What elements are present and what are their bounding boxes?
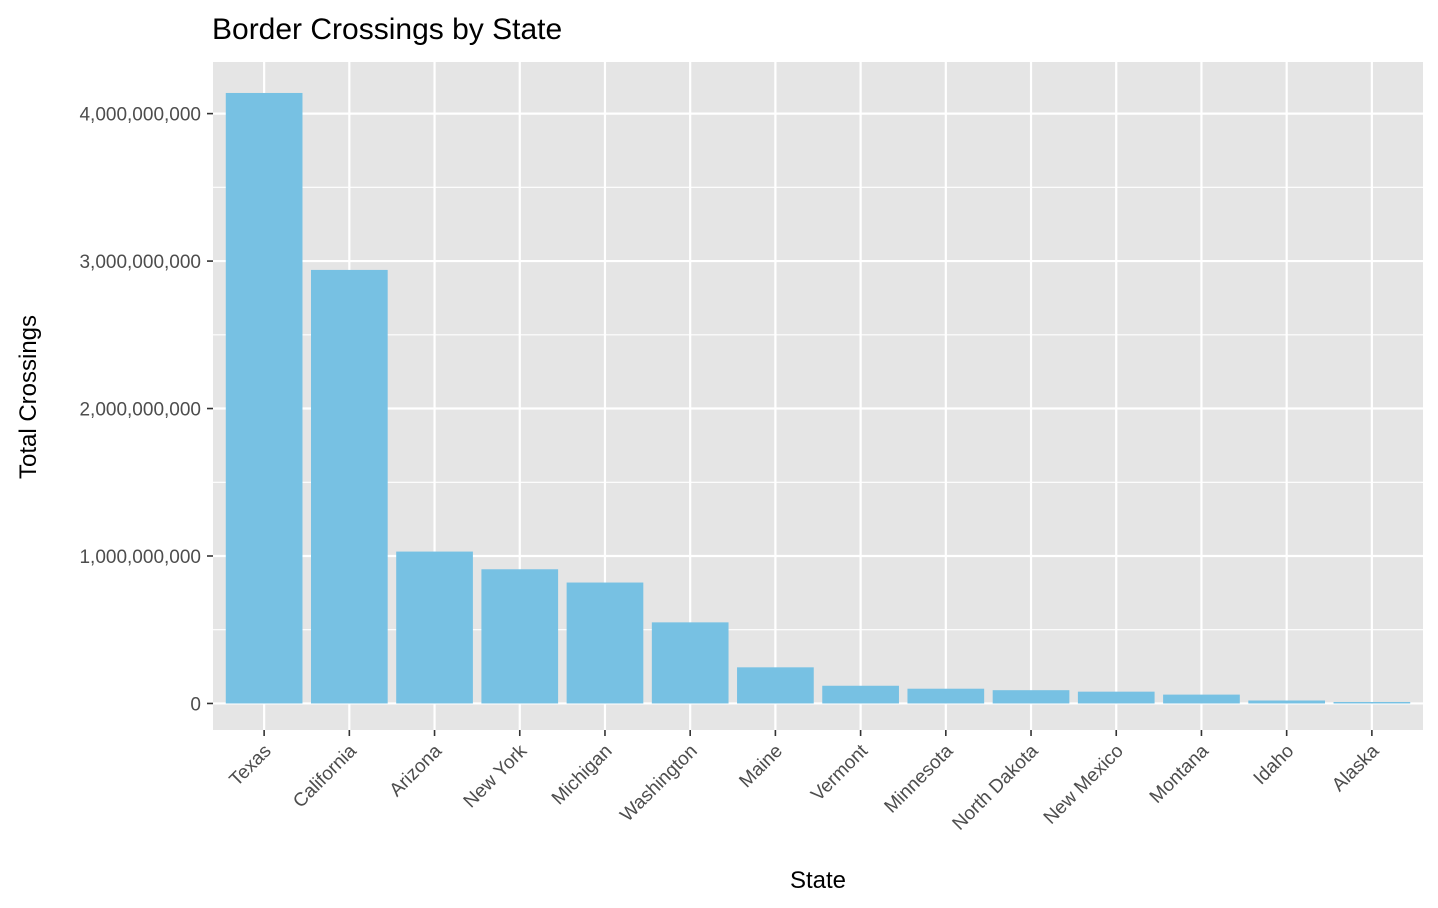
x-tick-label: Minnesota — [881, 740, 958, 817]
chart-title: Border Crossings by State — [212, 13, 562, 46]
x-tick-label: Arizona — [386, 740, 447, 801]
bar-michigan — [566, 582, 644, 704]
x-tick-label: California — [289, 740, 361, 812]
x-tick-label: North Dakota — [949, 740, 1043, 834]
x-tick-label: Vermont — [807, 740, 872, 805]
y-tick-label: 1,000,000,000 — [79, 547, 201, 568]
bar-minnesota — [907, 688, 985, 704]
x-axis-title: State — [790, 867, 846, 894]
bar-arizona — [396, 551, 473, 704]
bar-texas — [225, 92, 303, 704]
x-tick-label: Idaho — [1250, 741, 1298, 789]
x-tick-label: Washington — [616, 741, 701, 826]
x-tick-label: Texas — [226, 741, 276, 791]
x-tick-label: Alaska — [1328, 740, 1383, 795]
y-tick-label: 2,000,000,000 — [79, 400, 201, 421]
y-tick-label: 3,000,000,000 — [79, 252, 201, 273]
y-axis: 0 1,000,000,000 2,000,000,000 3,000,000,000… — [79, 105, 213, 715]
x-axis: Texas California Arizona New York Michigan Wa… — [226, 730, 1384, 835]
x-tick-label: Montana — [1146, 740, 1213, 807]
bar-maine — [737, 667, 814, 704]
y-tick-label: 0 — [190, 694, 201, 715]
x-tick-label: Michigan — [548, 741, 617, 810]
x-tick-label: New York — [460, 740, 532, 812]
bar-alaska — [1333, 701, 1411, 704]
y-axis-title: Total Crossings — [15, 315, 42, 479]
x-tick-label: Maine — [735, 741, 786, 792]
bar-california — [310, 269, 388, 704]
bar-washington — [651, 622, 729, 704]
bar-idaho — [1248, 700, 1326, 704]
x-tick-label: New Mexico — [1040, 741, 1128, 829]
bar-montana — [1163, 694, 1240, 704]
bar-new-york — [481, 569, 559, 704]
bar-new-mexico — [1077, 691, 1155, 704]
y-tick-label: 4,000,000,000 — [79, 105, 201, 126]
bars — [225, 92, 1411, 704]
bar-north-dakota — [992, 690, 1070, 704]
bar-vermont — [822, 685, 899, 704]
